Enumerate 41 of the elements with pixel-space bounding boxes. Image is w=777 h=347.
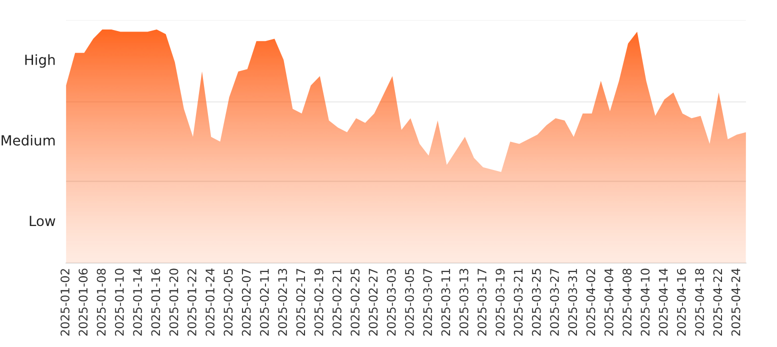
x-tick-label: 2025-03-27: [550, 268, 559, 336]
x-tick-label: 2025-02-11: [260, 268, 269, 336]
x-tick-label: 2025-04-08: [622, 268, 632, 336]
x-tick-label: 2025-02-13: [278, 268, 288, 336]
x-tick-label: 2025-03-25: [532, 268, 541, 336]
x-tick-label: 2025-03-03: [386, 268, 396, 336]
x-tick-label: 2025-01-14: [133, 268, 142, 336]
x-tick-label: 2025-04-22: [713, 269, 722, 336]
x-tick-label: 2025-01-02: [60, 269, 70, 336]
x-tick-label: 2025-04-18: [695, 268, 704, 336]
x-tick-label: 2025-02-19: [314, 268, 324, 336]
x-tick-label: 2025-02-21: [332, 268, 342, 336]
text: Medium: [2, 134, 55, 146]
x-tick-label: 2025-04-24: [731, 268, 740, 336]
x-tick-label: 2025-02-07: [242, 268, 251, 336]
x-tick-label: 2025-02-17: [296, 268, 306, 336]
x-tick-label: 2025-02-05: [224, 268, 233, 336]
text: Low: [30, 216, 56, 226]
x-tick-label: 2025-03-05: [405, 268, 414, 336]
x-tick-label: 2025-03-13: [459, 268, 468, 336]
x-tick-label: 2025-03-17: [478, 268, 486, 336]
x-tick-label: 2025-01-10: [114, 268, 124, 336]
x-tick-label: 2025-01-16: [151, 268, 160, 336]
x-tick-label: 2025-03-19: [496, 268, 505, 336]
x-tick-label: 2025-04-02: [586, 269, 596, 336]
x-tick-label: 2025-03-07: [423, 268, 432, 336]
x-tick-label: 2025-03-21: [514, 268, 523, 336]
x-tick-label: 2025-04-14: [658, 268, 668, 336]
x-tick-label: 2025-02-27: [368, 268, 378, 336]
x-tick-label: 2025-04-16: [676, 268, 686, 336]
x-tick-label: 2025-03-31: [568, 268, 578, 336]
x-tick-label: 2025-03-11: [441, 268, 450, 336]
text: High: [25, 54, 55, 68]
x-tick-label: 2025-04-10: [640, 268, 650, 336]
x-tick-label: 2025-02-25: [350, 268, 360, 336]
x-tick-label: 2025-04-04: [604, 268, 614, 336]
x-tick-label: 2025-01-24: [206, 268, 215, 336]
x-tick-label: 2025-01-06: [78, 268, 88, 336]
x-tick-label: 2025-01-20: [169, 268, 178, 336]
x-tick-label: 2025-01-22: [187, 269, 196, 336]
x-tick-label: 2025-01-08: [96, 268, 106, 336]
